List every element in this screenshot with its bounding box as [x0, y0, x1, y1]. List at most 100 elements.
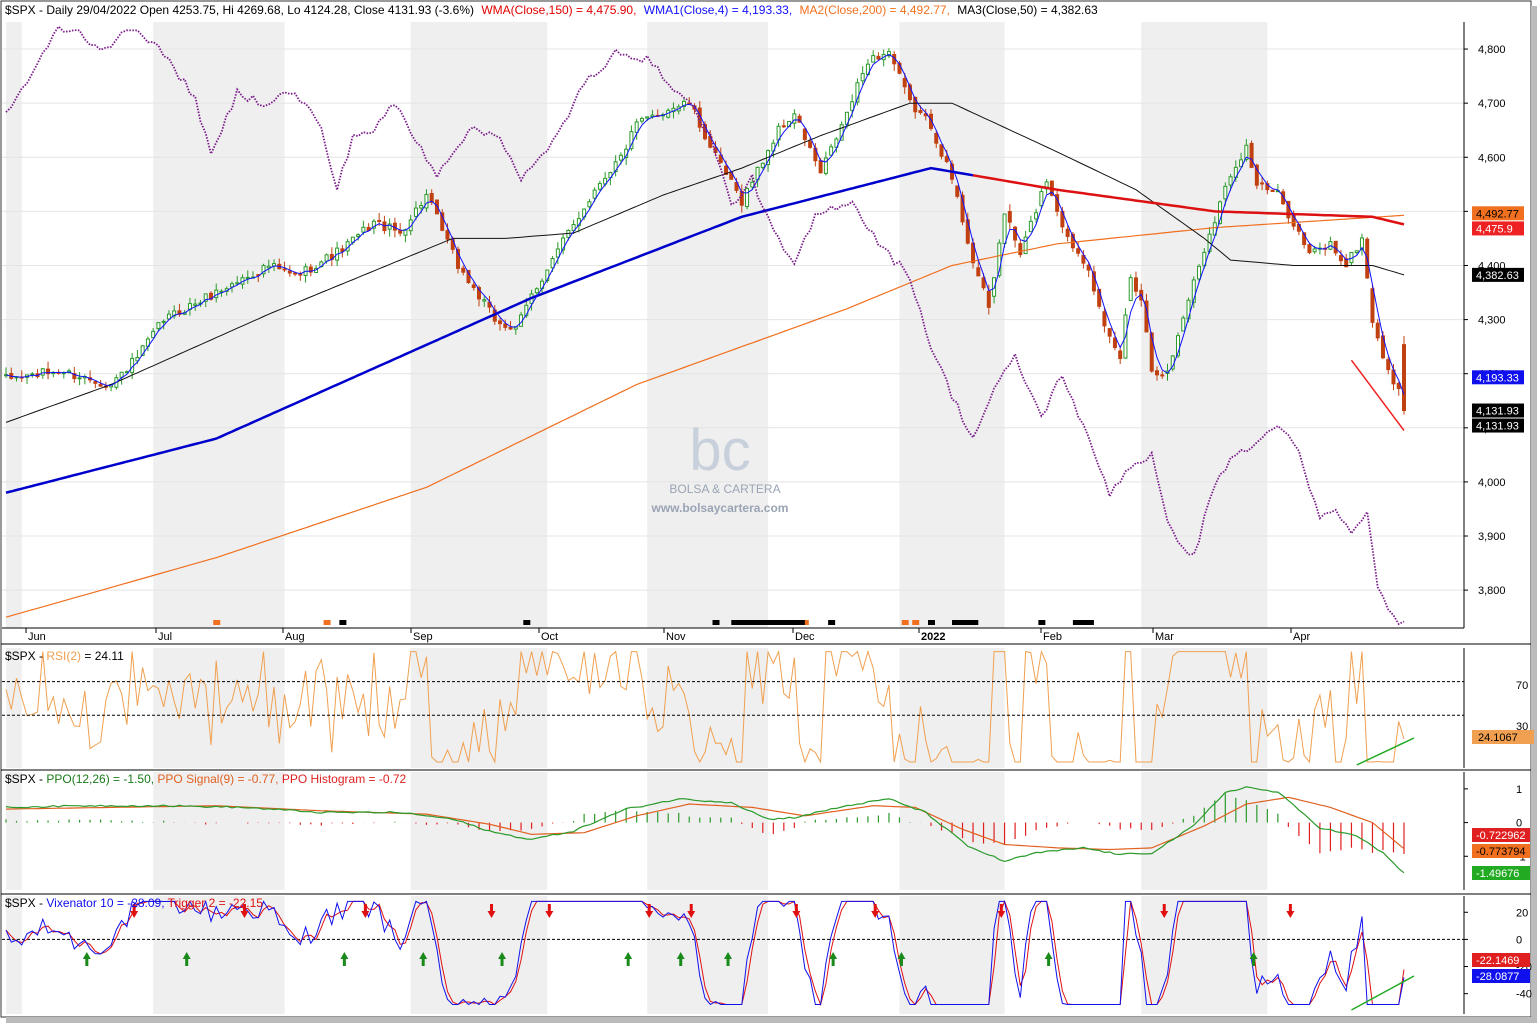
- candle-body: [613, 161, 618, 173]
- window-shadow-bottom: [6, 1017, 1537, 1023]
- candle-body: [618, 154, 623, 161]
- month-shade-0: [6, 22, 22, 628]
- candle-body: [429, 193, 434, 203]
- candle-body: [823, 157, 828, 174]
- candle-body: [413, 207, 418, 217]
- rsi-header-name: RSI(2): [46, 649, 81, 663]
- month-shade-1: [153, 772, 285, 890]
- candle-body: [534, 288, 539, 294]
- candle-body: [681, 100, 686, 107]
- candle-body: [1286, 200, 1291, 219]
- ppo-value-label-2: -1.49676: [1476, 868, 1519, 880]
- date-tick-label-mar: Mar: [1155, 631, 1174, 643]
- vix-header: $SPX - Vixenator 10 = -28.09, Trigger 2 …: [5, 896, 263, 910]
- candle-body: [1070, 233, 1075, 249]
- price-axis: 3,8003,9004,0004,1004,2004,3004,4004,500…: [1464, 44, 1524, 597]
- rsi-line: [5, 649, 1405, 764]
- candle-body: [235, 282, 240, 285]
- candle-body: [561, 237, 566, 251]
- month-shade-5: [1141, 896, 1268, 1014]
- vix-header-prefix: $SPX -: [5, 896, 46, 910]
- wma150-line-blue: [5, 166, 974, 494]
- signal-marker: [213, 620, 221, 625]
- signal-marker: [927, 620, 935, 625]
- candle-body: [1112, 337, 1117, 348]
- vix-header-trigger: Trigger 2 = -22.15: [168, 896, 264, 910]
- rsi-plot: [2, 649, 1464, 766]
- candle-body: [597, 183, 602, 190]
- ppo-value-bg-1: [1472, 844, 1530, 858]
- candle-body: [871, 55, 876, 63]
- candle-body: [1402, 344, 1406, 412]
- candle-body: [792, 113, 797, 124]
- candle-body: [445, 230, 450, 240]
- candle-body: [1307, 244, 1312, 254]
- candle-body: [1191, 279, 1196, 303]
- watermark: bc BOLSA & CARTERA www.bolsaycartera.com: [651, 418, 789, 515]
- candle-body: [1260, 182, 1265, 185]
- candle-body: [550, 257, 555, 269]
- candle-body: [440, 212, 445, 231]
- signal-marker: [801, 620, 809, 625]
- candle-body: [918, 109, 923, 113]
- candle-body: [93, 381, 98, 384]
- candle-body: [1013, 226, 1018, 241]
- trigger-line: [5, 900, 1405, 1007]
- signal-marker: [323, 620, 331, 625]
- candle-body: [939, 144, 944, 157]
- buy-arrow: [1249, 952, 1258, 966]
- candle-body: [760, 162, 765, 168]
- ppo-line: [5, 786, 1405, 874]
- candle-body: [1181, 317, 1186, 332]
- price-tick-label: 3,900: [1478, 531, 1506, 543]
- vix-divergence-line: [1351, 975, 1415, 1011]
- candle-body: [855, 82, 860, 103]
- signal-marker-bar: [952, 620, 979, 625]
- candle-body: [477, 287, 482, 300]
- candle-body: [387, 223, 392, 230]
- date-axis: Jun Jul Aug Sep Oct Nov Dec 2022 Feb Mar Apr: [2, 627, 1464, 643]
- candle-body: [340, 248, 345, 253]
- candle-body: [377, 219, 382, 222]
- candle-body: [1160, 374, 1165, 377]
- candle-body: [371, 220, 376, 229]
- candle-body: [960, 194, 965, 223]
- price-tick-label: 4,800: [1478, 44, 1506, 56]
- candle-body: [1338, 255, 1343, 262]
- candle-body: [860, 73, 865, 82]
- candle-body: [324, 254, 329, 262]
- candle-body: [508, 327, 513, 330]
- candle-body: [46, 368, 51, 375]
- candle-body: [1176, 335, 1181, 357]
- month-shade-0: [6, 896, 22, 1014]
- buy-arrow: [676, 952, 685, 966]
- candle-body: [639, 118, 644, 122]
- candle-body: [587, 201, 592, 208]
- header-symbol: $SPX - Daily 29/04/2022 Open 4253.75, Hi…: [5, 3, 474, 17]
- candle-body: [434, 199, 439, 215]
- wma150-line-red: [972, 174, 1405, 226]
- candle-body: [524, 304, 529, 317]
- candle-body: [398, 230, 403, 234]
- candle-body: [40, 368, 45, 376]
- rsi-value-bg: [1472, 730, 1534, 744]
- ppo-value-label-0: -0.722962: [1476, 830, 1526, 842]
- price-tick-label: 3,800: [1478, 585, 1506, 597]
- ppo-pane-shading: [6, 772, 1268, 890]
- candle-body: [1065, 228, 1070, 237]
- month-shade-1: [153, 22, 285, 628]
- signal-marker-bar: [1072, 620, 1094, 625]
- candle-body: [1018, 243, 1023, 256]
- sell-arrow: [687, 904, 696, 918]
- sell-arrow: [487, 904, 496, 918]
- month-shade-5: [1141, 22, 1268, 628]
- signal-marker: [339, 620, 347, 625]
- month-shade-3: [647, 22, 769, 628]
- candle-body: [424, 193, 429, 209]
- rsi-value-label: 24.1067: [1478, 732, 1518, 744]
- candle-body: [471, 284, 476, 289]
- vix-header-vix: Vixenator 10 = -28.09,: [46, 896, 167, 910]
- candle-body: [934, 133, 939, 144]
- candle-body: [1354, 250, 1359, 254]
- candle-body: [287, 270, 292, 274]
